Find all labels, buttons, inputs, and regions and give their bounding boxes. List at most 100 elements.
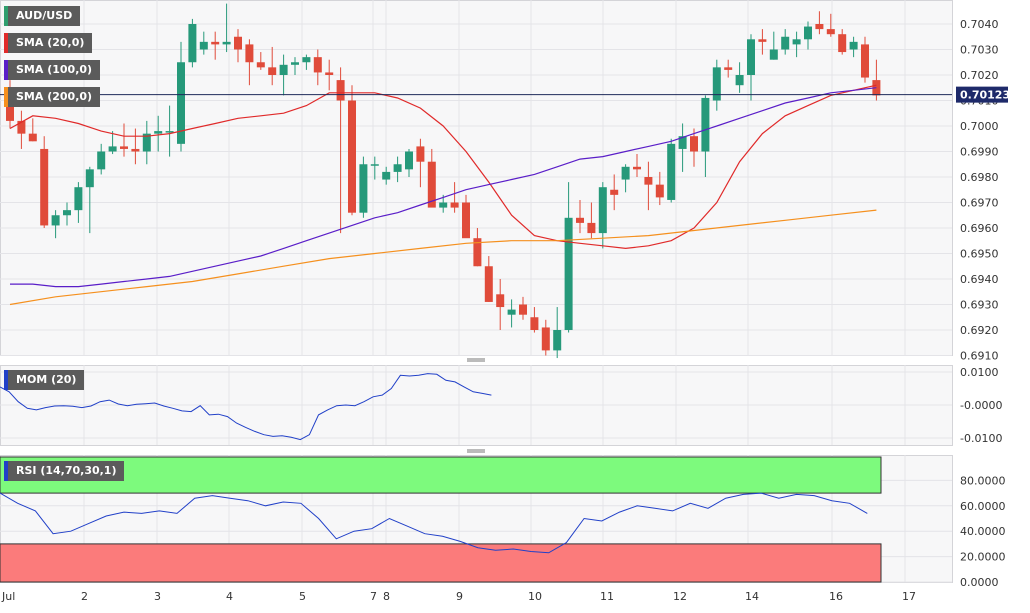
legend-rsi[interactable]: RSI (14,70,30,1) [4,461,125,481]
candle-body [541,327,550,351]
candle-body [690,136,698,152]
candle-body [348,100,356,213]
y-tick-label: 0.6940 [960,273,999,286]
separators [467,358,485,453]
y-tick-label: -0.0100 [960,432,1002,445]
candle-body [325,72,334,75]
candle-body [712,67,721,101]
y-tick-label: 0.6980 [960,171,999,184]
legend-swatch [4,87,8,107]
y-tick-label: 0.6910 [960,350,999,363]
candle-body [302,57,311,63]
candle-body [724,67,733,70]
candle-body [838,34,847,53]
x-tick-label: 5 [299,590,306,603]
candle-body [63,210,71,216]
last-price-badge [956,86,1008,103]
y-tick-label: 0.7000 [960,120,999,133]
x-tick-label: 2 [81,590,88,603]
legend-audusd[interactable]: AUD/USD [4,6,81,26]
axis-labels: 0.70400.70300.70200.70100.70000.69900.69… [1,18,1010,603]
panel-backgrounds [0,0,953,583]
candle-body [222,41,231,45]
candle-body [405,151,413,170]
candle-body [359,164,368,213]
candle-body [553,330,562,351]
legend-swatch [4,60,8,80]
x-tick-label: 8 [383,590,390,603]
candle-body [758,39,767,42]
candle-body [51,215,60,226]
candle-body [747,39,755,75]
candle-body [268,67,277,75]
candle-body [439,202,448,208]
y-tick-label: 0.0000 [960,576,999,589]
candle-body [815,24,824,30]
candle-body [188,24,197,63]
candle-body [211,41,220,45]
candle-body [598,187,607,234]
candle-body [735,75,744,86]
x-tick-label: 9 [456,590,463,603]
legend-sma-200[interactable]: SMA (200,0) [4,87,101,107]
y-tick-label: 0.7030 [960,44,999,57]
candle-body [17,120,26,134]
candle-body [6,100,14,121]
legend-mom[interactable]: MOM (20) [4,370,85,390]
candle-body [678,136,687,149]
legend-label: MOM (20) [16,373,77,386]
candle-body [644,177,653,185]
candle-body [496,294,505,308]
legend-swatch [4,370,8,390]
x-tick-label: 4 [226,590,233,603]
legend-sma-100[interactable]: SMA (100,0) [4,60,101,80]
candle-body [507,309,516,315]
x-tick-label: Jul [1,590,15,603]
candle-body [781,36,790,50]
legend-sma-20[interactable]: SMA (20,0) [4,33,93,53]
candle-body [849,41,858,50]
candle-body [393,164,402,172]
x-tick-label: 11 [600,590,614,603]
candle-body [564,217,573,330]
candle-body [610,189,619,195]
candle-body [245,44,254,63]
candle-body [370,164,379,166]
candle-body [279,64,288,75]
y-tick-label: 0.6970 [960,197,999,210]
candle-body [40,148,49,226]
x-tick-label: 10 [528,590,542,603]
candle-body [382,171,391,180]
candle-body [633,166,641,170]
legend-swatch [4,461,8,481]
x-tick-label: 14 [745,590,759,603]
candle-body [427,161,436,208]
x-tick-label: 3 [154,590,161,603]
y-tick-label: 0.7040 [960,18,999,31]
candle-body [256,62,265,68]
candle-body [291,62,299,65]
candle-body [462,202,470,239]
candle-body [74,187,83,211]
indicator-lines [0,84,952,554]
candle-body [416,146,425,162]
candle-body [154,131,163,134]
y-tick-label: 0.7020 [960,69,999,82]
y-tick-label: 0.0100 [960,366,999,379]
x-tick-label: 16 [829,590,843,603]
panel-main-bg [0,0,953,356]
legend-label: RSI (14,70,30,1) [16,464,117,477]
candle-body [530,317,539,330]
legend-label: SMA (20,0) [16,36,85,49]
legend-label: SMA (200,0) [16,90,93,103]
candle-body [804,26,812,40]
candle-body [85,169,94,188]
candle-body [792,39,801,45]
candle-body [234,36,242,50]
candle-body [826,29,835,35]
candle-body [701,97,710,152]
last-price-label: 0.70123 [960,89,1010,102]
y-tick-label: 0.6930 [960,299,999,312]
line-sma-100-0- [10,87,877,288]
